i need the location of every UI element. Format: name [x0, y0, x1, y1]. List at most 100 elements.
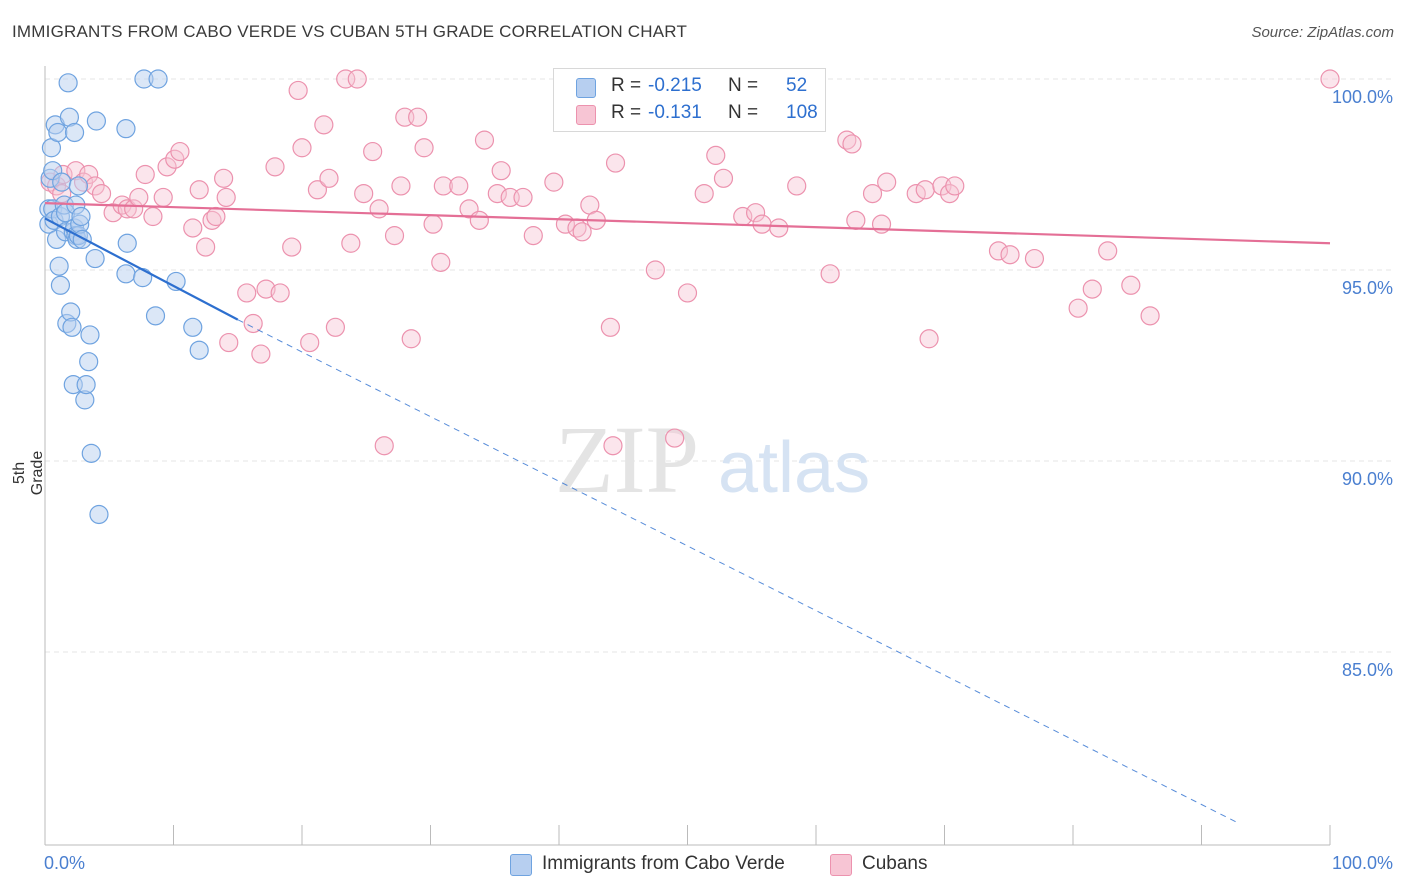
cubans-point [265, 157, 285, 177]
cubans-point [988, 241, 1009, 261]
x-tick-label-end: 100.0% [1332, 853, 1393, 873]
cabo-verde-point [133, 268, 153, 288]
cabo-verde-point [71, 206, 91, 227]
cubans-point [341, 233, 361, 253]
cubans-trend-line [44, 202, 1331, 245]
cubans-point [401, 329, 421, 349]
cubans-point [544, 172, 564, 192]
cubans-point [363, 141, 383, 162]
cubans-point [153, 187, 173, 208]
cubans-point [1320, 69, 1340, 89]
watermark: ZIP atlas [555, 406, 870, 513]
axes [44, 66, 1331, 846]
cubans-point [414, 138, 434, 158]
correlation-legend: R = -0.215 N = 52 R = -0.131 N = 108 [553, 68, 826, 132]
cubans-point [202, 210, 222, 230]
cabo-verde-point [117, 233, 137, 253]
cubans-point [143, 206, 163, 227]
cubans-point [206, 206, 226, 227]
cubans-point [423, 214, 443, 234]
legend-r-label: R = [611, 75, 642, 96]
legend-swatch-cabo-verde [576, 78, 596, 98]
cubans-point [600, 317, 621, 337]
cubans-point [237, 283, 257, 303]
cabo-verde-trend-extension [237, 319, 1241, 825]
cubans-point [391, 176, 411, 196]
cubans-point [369, 199, 389, 219]
cabo-verde-point [48, 122, 68, 143]
cubans-point [307, 180, 328, 200]
cubans-point [1140, 306, 1160, 326]
cubans-point [219, 332, 239, 353]
cabo-verde-point [52, 172, 72, 192]
cubans-point [157, 157, 177, 177]
cabo-verde-point [189, 340, 209, 360]
cubans-point [820, 264, 840, 284]
cubans-point [256, 279, 276, 299]
cubans-point [915, 180, 935, 200]
cubans-point [1098, 241, 1118, 261]
cubans-point [183, 218, 203, 238]
cabo-verde-point [79, 352, 99, 372]
cubans-point [196, 237, 216, 257]
legend-n-value: 108 [786, 102, 818, 123]
cabo-verde-point [72, 229, 92, 250]
watermark-atlas: atlas [718, 428, 870, 508]
cabo-verde-point [68, 176, 89, 196]
cubans-point [384, 226, 405, 246]
cubans-point [431, 252, 451, 272]
cubans-point [491, 161, 511, 181]
watermark-zip: ZIP [555, 406, 699, 513]
y-tick-label: 100.0% [1332, 87, 1393, 107]
cubans-point [706, 145, 726, 165]
cubans-point [469, 210, 489, 230]
legend-r-value: -0.215 [648, 75, 702, 96]
x-tick-label-start: 0.0% [44, 853, 85, 873]
cubans-point [572, 222, 592, 242]
cabo-verde-point [49, 256, 69, 276]
cubans-point [354, 184, 374, 204]
cubans-point [433, 176, 453, 196]
legend-n-value: 52 [786, 75, 808, 96]
cabo-verde-point [85, 248, 105, 269]
cubans-point [842, 134, 862, 154]
cabo-verde-point [86, 111, 107, 131]
legend-swatch-cubans [576, 105, 596, 125]
cubans-point [746, 203, 766, 223]
cabo-verde-point [116, 119, 136, 139]
cabo-verde-points [39, 69, 209, 525]
legend-n-label: N = [728, 75, 759, 96]
legend-r-value: -0.131 [648, 102, 702, 123]
cubans-point [292, 138, 312, 158]
cabo-verde-point [62, 317, 82, 337]
cubans-point [336, 69, 356, 89]
cubans-point [1121, 275, 1141, 295]
cubans-point [300, 332, 320, 353]
cubans-point [713, 168, 734, 188]
bottom-legend-swatch-cubans [830, 854, 852, 876]
cubans-point [645, 260, 665, 280]
cubans-point [769, 218, 789, 238]
cabo-verde-point [183, 317, 203, 337]
bottom-legend-label-cabo-verde: Immigrants from Cabo Verde [542, 853, 785, 874]
cubans-point [325, 317, 346, 337]
legend-r-label: R = [611, 102, 642, 123]
cubans-point [513, 187, 533, 208]
cubans-point [243, 313, 263, 334]
cubans-point [919, 329, 939, 349]
cabo-verde-point [58, 73, 78, 93]
cubans-points [40, 69, 1340, 456]
cubans-point [216, 187, 236, 208]
cubans-point [877, 172, 897, 192]
cubans-point [408, 107, 428, 127]
cubans-point [752, 214, 772, 234]
cubans-point [1024, 248, 1045, 269]
cabo-verde-point [116, 264, 136, 284]
bottom-legend-label-cubans: Cubans [862, 853, 928, 874]
y-tick-label: 90.0% [1342, 469, 1393, 489]
cubans-point [487, 184, 507, 204]
cubans-point [124, 199, 144, 219]
chart-title: IMMIGRANTS FROM CABO VERDE VS CUBAN 5TH … [12, 22, 688, 41]
cubans-point [319, 168, 339, 188]
